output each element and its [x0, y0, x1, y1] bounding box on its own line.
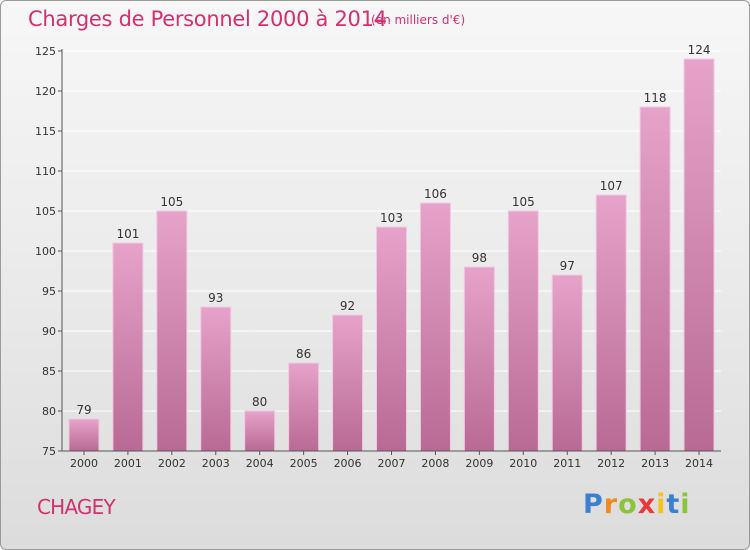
bar — [683, 58, 715, 452]
bar — [68, 418, 100, 452]
x-tick-label: 2000 — [70, 457, 98, 470]
x-tick-label: 2002 — [158, 457, 186, 470]
value-label: 118 — [644, 91, 667, 105]
y-tick-label: 115 — [35, 125, 56, 138]
x-tick-label: 2003 — [202, 457, 230, 470]
y-tick-label: 105 — [35, 205, 56, 218]
y-tick-label: 125 — [35, 45, 56, 58]
value-label: 107 — [600, 179, 623, 193]
x-tick-label: 2011 — [553, 457, 581, 470]
bar — [244, 410, 276, 452]
value-label: 80 — [252, 395, 267, 409]
value-label: 86 — [296, 347, 311, 361]
x-tick-label: 2010 — [509, 457, 537, 470]
value-label: 105 — [512, 195, 535, 209]
y-tick-label: 95 — [42, 285, 56, 298]
logo-letter: o — [618, 489, 638, 520]
y-tick-label: 100 — [35, 245, 56, 258]
bar — [200, 306, 232, 452]
logo-letter: r — [603, 489, 619, 520]
bar — [288, 362, 320, 452]
x-tick-label: 2008 — [421, 457, 449, 470]
y-tick-label: 90 — [42, 325, 56, 338]
value-label: 79 — [76, 403, 91, 417]
value-label: 98 — [472, 251, 487, 265]
bar — [156, 210, 188, 452]
bar — [332, 314, 364, 452]
town-name: CHAGEY — [37, 495, 116, 519]
value-label: 97 — [560, 259, 575, 273]
chart-title: Charges de Personnel 2000 à 2014 — [28, 7, 387, 31]
x-tick-label: 2014 — [685, 457, 713, 470]
value-label: 93 — [208, 291, 223, 305]
x-tick-label: 2001 — [114, 457, 142, 470]
logo-letter: t — [666, 489, 681, 520]
bar — [376, 226, 407, 452]
logo-letter: P — [583, 489, 604, 520]
bar — [551, 274, 583, 452]
y-tick-label: 80 — [42, 405, 56, 418]
y-tick-label: 110 — [35, 165, 56, 178]
bar — [507, 210, 539, 452]
x-tick-label: 2006 — [334, 457, 362, 470]
value-label: 106 — [424, 187, 447, 201]
logo-letter: x — [637, 489, 657, 520]
logo-letter: i — [680, 489, 691, 520]
y-tick-label: 120 — [35, 85, 56, 98]
bar — [639, 106, 671, 452]
value-label: 103 — [380, 211, 403, 225]
x-tick-label: 2007 — [378, 457, 406, 470]
x-tick-label: 2012 — [597, 457, 625, 470]
x-tick-label: 2004 — [246, 457, 274, 470]
bar — [463, 266, 495, 452]
chart-subtitle: (en milliers d'€) — [371, 13, 466, 27]
bar — [112, 242, 144, 452]
x-tick-label: 2009 — [465, 457, 493, 470]
value-label: 124 — [688, 43, 711, 57]
logo-letter: i — [656, 489, 667, 520]
value-label: 92 — [340, 299, 355, 313]
y-tick-label: 85 — [42, 365, 56, 378]
value-label: 101 — [116, 227, 139, 241]
proxiti-logo[interactable]: Proxiti — [583, 489, 691, 520]
x-tick-label: 2013 — [641, 457, 669, 470]
bar — [595, 194, 627, 452]
y-tick-label: 75 — [42, 445, 56, 458]
value-label: 105 — [160, 195, 183, 209]
bar — [419, 202, 451, 452]
x-tick-label: 2005 — [290, 457, 318, 470]
